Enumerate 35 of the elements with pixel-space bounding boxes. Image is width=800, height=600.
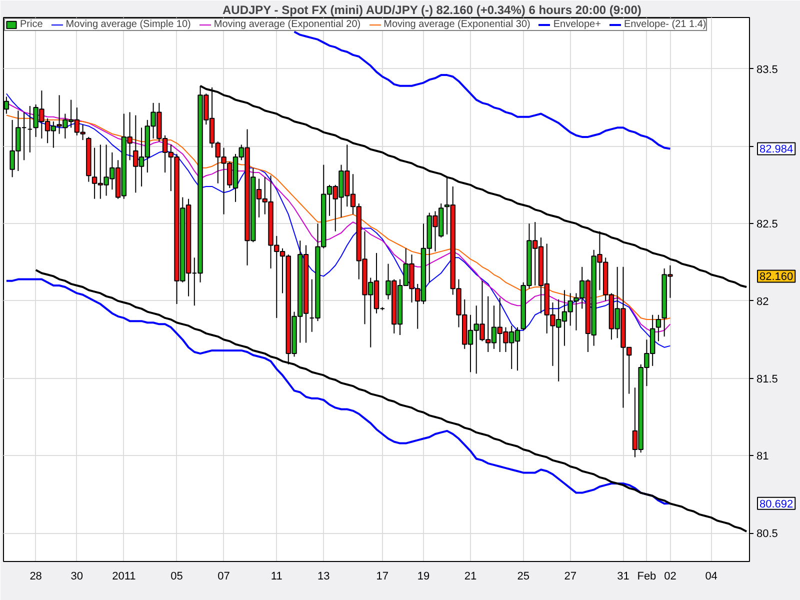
text: 80.692 [760, 498, 794, 510]
legend-label: Envelope- (21 1.4) [624, 19, 706, 30]
x-tick-label: Feb [637, 570, 656, 582]
y-tick-label: 80.5 [756, 528, 778, 540]
legend-label: Moving average (Simple 10) [66, 19, 191, 30]
legend-label: Moving average (Exponential 20) [214, 19, 361, 30]
x-tick-label: 02 [664, 570, 676, 582]
text: 82.160 [760, 271, 794, 284]
candlestick [656, 314, 662, 342]
x-tick-label: 13 [318, 570, 330, 582]
legend-label: Envelope+ [553, 19, 601, 30]
x-tick-label: 07 [218, 570, 230, 582]
x-tick-label: 04 [705, 570, 718, 582]
x-tick-label: 25 [517, 570, 530, 582]
x-tick-label: 19 [417, 570, 430, 582]
text: 82.984 [760, 144, 794, 156]
y-tick-label: 82 [756, 296, 769, 308]
x-tick-label: 21 [464, 570, 477, 582]
x-tick-label: 27 [564, 570, 576, 582]
x-tick-label: 11 [270, 570, 282, 582]
line-series [5, 278, 672, 505]
y-tick-label: 83.5 [756, 64, 778, 76]
x-tick-label: 2011 [112, 570, 136, 582]
x-tick-label: 31 [617, 570, 630, 582]
y-tick-label: 81.5 [756, 373, 778, 386]
chart-title: AUDJPY - Spot FX (mini) AUD/JPY (-) 82.160 (+0.34%) 6 hours 20:00 (9:00) [222, 3, 642, 17]
x-tick-label: 28 [30, 570, 42, 582]
line-series [293, 30, 672, 150]
y-tick-label: 82.5 [756, 218, 778, 231]
x-tick-label: 30 [70, 570, 84, 582]
legend-label: Moving average (Exponential 30) [384, 19, 530, 30]
legend-label: Price [20, 19, 43, 30]
y-tick-label: 81 [756, 450, 769, 463]
x-tick-label: 05 [170, 570, 183, 582]
x-tick-label: 17 [376, 570, 389, 582]
